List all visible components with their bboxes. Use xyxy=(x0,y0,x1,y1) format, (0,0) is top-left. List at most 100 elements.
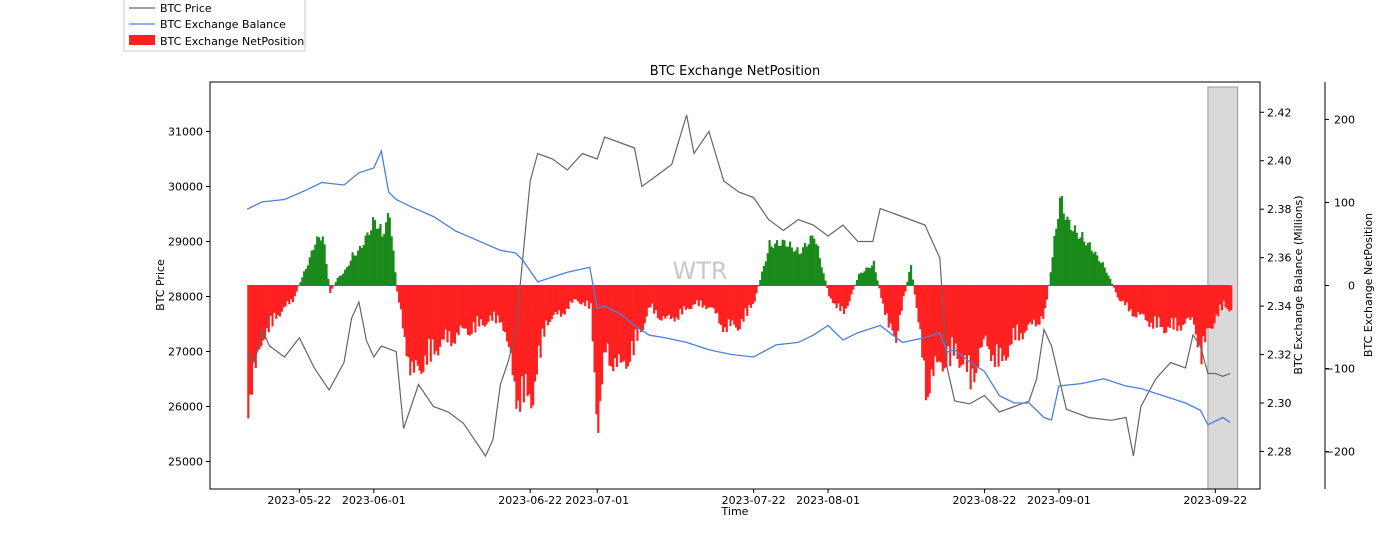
netposition-bar-negative xyxy=(895,285,898,343)
netposition-bar-positive xyxy=(788,241,792,286)
netposition-bar-positive xyxy=(865,267,868,286)
netposition-bar-negative xyxy=(1222,285,1225,301)
netposition-bar-positive xyxy=(859,272,862,286)
netposition-bar-positive xyxy=(342,273,345,286)
x-axis: 2023-05-22 2023-06-01 2023-06-22 2023-07-01… xyxy=(267,489,1247,507)
x-axis-label: Time xyxy=(721,505,749,518)
netposition-bar-negative xyxy=(1165,285,1168,333)
netposition-bar-negative xyxy=(435,285,438,351)
netposition-bar-negative xyxy=(561,285,565,314)
netposition-bar-positive xyxy=(770,246,773,286)
netposition-bar-negative xyxy=(258,285,261,350)
netposition-bar-negative xyxy=(437,285,440,356)
netposition-bar-negative xyxy=(718,285,721,324)
netposition-bar-positive xyxy=(383,233,386,286)
netposition-bar-negative xyxy=(744,285,747,309)
netposition-bar-negative xyxy=(1023,285,1026,333)
netposition-bar-positive xyxy=(824,280,827,286)
netposition-bar-positive xyxy=(1103,267,1106,286)
netposition-bar-positive xyxy=(820,267,823,286)
netposition-bar-negative xyxy=(932,285,935,377)
netposition-bar-negative xyxy=(1185,285,1188,319)
netposition-bar-positive xyxy=(306,265,309,286)
netposition-bar-negative xyxy=(478,285,481,327)
netposition-bar-negative xyxy=(937,285,941,362)
netposition-bar-negative xyxy=(900,285,903,311)
netposition-bar-negative xyxy=(479,285,483,320)
netposition-bar-negative xyxy=(949,285,952,367)
netposition-bar-negative xyxy=(587,285,591,309)
netposition-bar-negative xyxy=(444,285,447,330)
netposition-bar-negative xyxy=(850,285,853,295)
netposition-bar-negative xyxy=(656,285,659,319)
netposition-bar-positive xyxy=(1064,219,1067,286)
netposition-bar-positive xyxy=(807,244,810,286)
netposition-bar-negative xyxy=(1135,285,1138,318)
netposition-bar-negative xyxy=(1027,285,1030,325)
netposition-bar-positive xyxy=(1099,262,1103,286)
netposition-bar-negative xyxy=(699,285,702,301)
netposition-bar-negative xyxy=(995,285,998,345)
netposition-bar-positive xyxy=(368,235,371,286)
netposition-bar-positive xyxy=(1085,245,1088,286)
netposition-bar-negative xyxy=(1012,285,1015,328)
netposition-bar-negative xyxy=(848,285,851,302)
netposition-bar-negative xyxy=(688,285,691,310)
netposition-bar-negative xyxy=(567,285,570,309)
netposition-bar-negative xyxy=(1224,285,1227,308)
netposition-bar-positive xyxy=(1111,283,1114,286)
netposition-bar-negative xyxy=(1157,285,1160,318)
netposition-bar-positive xyxy=(802,247,805,286)
netposition-bar-negative xyxy=(606,285,609,344)
netposition-bar-negative xyxy=(515,285,518,409)
netposition-bar-positive xyxy=(1101,262,1104,286)
netposition-bar-negative xyxy=(736,285,740,331)
netposition-bar-negative xyxy=(645,285,648,317)
netposition-bar-negative xyxy=(433,285,436,355)
netposition-bar-negative xyxy=(1161,285,1164,328)
netposition-bar-negative xyxy=(520,285,524,377)
netposition-bar-negative xyxy=(721,285,725,333)
netposition-bar-negative xyxy=(1153,285,1157,317)
netposition-bar-negative xyxy=(1127,285,1130,312)
netposition-bar-negative xyxy=(481,285,484,326)
netposition-bar-positive xyxy=(822,273,825,286)
netposition-bar-negative xyxy=(1036,285,1039,325)
netposition-bar-negative xyxy=(632,285,635,356)
netposition-bar-positive xyxy=(785,246,788,286)
netposition-bar-positive xyxy=(800,253,803,286)
netposition-bar-negative xyxy=(934,285,937,357)
legend-balance-label: BTC Exchange Balance xyxy=(160,18,286,31)
netposition-bar-negative xyxy=(528,285,531,395)
netposition-bar-positive xyxy=(772,248,775,286)
netposition-bar-positive xyxy=(304,268,308,286)
netposition-bar-negative xyxy=(694,285,697,305)
netposition-bar-negative xyxy=(578,285,581,304)
netposition-bar-negative xyxy=(1220,285,1224,311)
netposition-bar-negative xyxy=(541,285,544,329)
netposition-bar-negative xyxy=(842,285,846,315)
netposition-bar-positive xyxy=(781,239,784,286)
netposition-bar-negative xyxy=(271,285,274,327)
netposition-bar-positive xyxy=(1075,232,1078,286)
netposition-bar-negative xyxy=(1228,285,1231,312)
netposition-bar-negative xyxy=(403,285,406,338)
netposition-bar-negative xyxy=(291,285,295,302)
netposition-bar-positive xyxy=(1053,235,1056,286)
netposition-bar-negative xyxy=(714,285,717,314)
netposition-bar-negative xyxy=(658,285,661,320)
netposition-bar-negative xyxy=(492,285,496,312)
x-tick-label: 2023-09-01 xyxy=(1027,494,1091,507)
netposition-bar-negative xyxy=(545,285,548,321)
netposition-bar-negative xyxy=(558,285,561,311)
netposition-bar-negative xyxy=(1163,285,1166,334)
netposition-bar-negative xyxy=(1172,285,1175,330)
netposition-bar-negative xyxy=(582,285,585,303)
netposition-bar-negative xyxy=(597,285,600,433)
netposition-bar-positive xyxy=(815,244,818,286)
netposition-bar-negative xyxy=(960,285,963,366)
netposition-bar-negative xyxy=(440,285,444,340)
netposition-bar-negative xyxy=(893,285,896,337)
netposition-bar-negative xyxy=(720,285,723,326)
netposition-bar-positive xyxy=(355,255,358,286)
